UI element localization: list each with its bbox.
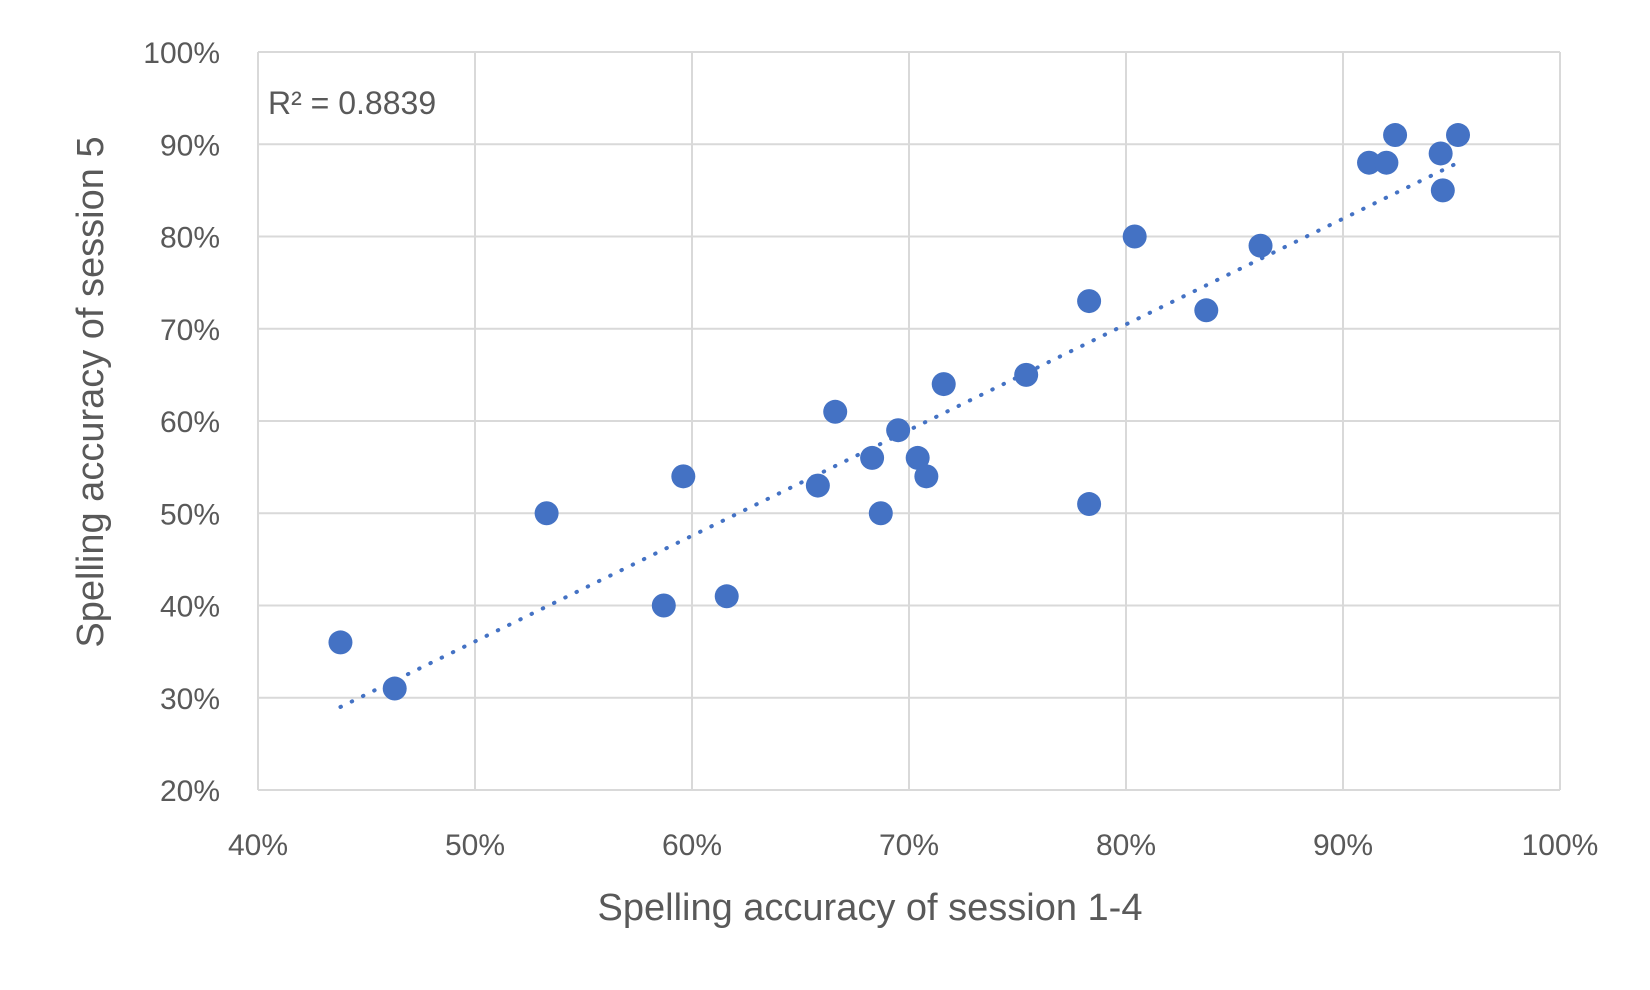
x-tick-label: 40% bbox=[228, 829, 288, 862]
x-tick-label: 70% bbox=[879, 829, 939, 862]
data-point bbox=[823, 399, 848, 424]
data-point bbox=[1383, 123, 1408, 148]
data-point bbox=[805, 473, 830, 498]
data-point bbox=[914, 464, 939, 489]
x-axis-ticks: 40% 50% 60% 70% 80% 90% 100% bbox=[228, 829, 1598, 862]
data-point bbox=[931, 372, 956, 397]
y-axis-title: Spelling accuracy of session 5 bbox=[70, 136, 112, 647]
y-tick-label: 90% bbox=[160, 129, 220, 162]
data-point bbox=[1014, 362, 1039, 387]
y-tick-label: 100% bbox=[143, 37, 220, 70]
y-axis-ticks: 20% 30% 40% 50% 60% 70% 80% 90% 100% bbox=[143, 37, 220, 808]
data-point bbox=[905, 445, 930, 470]
data-point bbox=[651, 593, 676, 618]
x-tick-label: 90% bbox=[1313, 829, 1373, 862]
data-point bbox=[1428, 141, 1453, 166]
data-point bbox=[1430, 178, 1455, 203]
x-tick-label: 100% bbox=[1522, 829, 1599, 862]
data-point bbox=[714, 584, 739, 609]
y-tick-label: 20% bbox=[160, 775, 220, 808]
data-points bbox=[328, 123, 1471, 701]
r-squared-annotation: R² = 0.8839 bbox=[268, 85, 436, 121]
y-tick-label: 60% bbox=[160, 406, 220, 439]
y-tick-label: 70% bbox=[160, 314, 220, 347]
data-point bbox=[868, 501, 893, 526]
y-tick-label: 80% bbox=[160, 222, 220, 255]
x-tick-label: 60% bbox=[662, 829, 722, 862]
trendline bbox=[338, 160, 1461, 709]
data-point bbox=[1357, 150, 1382, 175]
data-point bbox=[1077, 289, 1102, 314]
data-point bbox=[534, 501, 559, 526]
data-point bbox=[382, 676, 407, 701]
data-point bbox=[1374, 150, 1399, 175]
data-point bbox=[1194, 298, 1219, 323]
y-tick-label: 30% bbox=[160, 683, 220, 716]
y-tick-label: 50% bbox=[160, 498, 220, 531]
y-tick-label: 40% bbox=[160, 591, 220, 624]
x-axis-title: Spelling accuracy of session 1-4 bbox=[598, 887, 1143, 929]
data-point bbox=[1248, 233, 1273, 258]
data-point bbox=[860, 445, 885, 470]
grid-lines bbox=[257, 51, 1561, 791]
x-tick-label: 80% bbox=[1096, 829, 1156, 862]
trendline-path bbox=[338, 160, 1461, 709]
data-point bbox=[671, 464, 696, 489]
data-point bbox=[1446, 123, 1471, 148]
data-point bbox=[328, 630, 353, 655]
data-point bbox=[886, 418, 911, 443]
data-point bbox=[1122, 224, 1147, 249]
data-point bbox=[1077, 492, 1102, 517]
x-tick-label: 50% bbox=[445, 829, 505, 862]
